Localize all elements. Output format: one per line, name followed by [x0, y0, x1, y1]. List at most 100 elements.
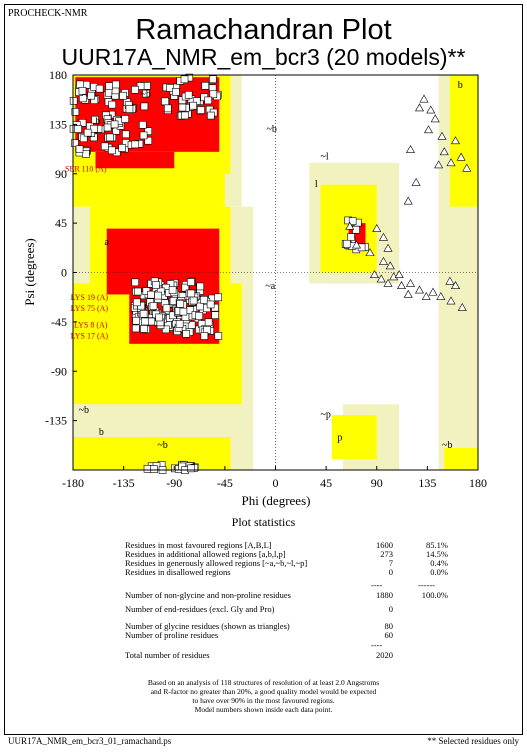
y-tick-label: -135 — [45, 414, 67, 428]
residue-box — [206, 300, 215, 309]
glycine-triangle — [456, 152, 466, 161]
residue-box — [103, 123, 112, 132]
stat-percent: 0.4% — [430, 558, 448, 568]
residue-box — [110, 120, 119, 129]
residue-box — [91, 115, 99, 124]
region-most-favoured — [95, 151, 175, 169]
stat-count: 80 — [384, 621, 394, 631]
residue-box — [168, 286, 177, 295]
glycine-triangle — [394, 270, 404, 278]
x-tick-label: 135 — [418, 476, 436, 490]
glycine-triangle — [378, 256, 389, 265]
residue-box — [214, 332, 223, 340]
glycine-triangle — [428, 287, 438, 296]
residue-box — [181, 111, 189, 120]
glycine-triangle — [426, 105, 436, 114]
region-label: ~b — [141, 89, 151, 100]
residue-box — [143, 465, 152, 473]
region-additional-allowed — [331, 415, 377, 460]
residue-box — [197, 106, 205, 114]
note-line: Based on an analysis of 118 structures o… — [147, 678, 380, 687]
glycine-triangle — [421, 292, 431, 300]
x-tick-label: 90 — [371, 476, 383, 490]
residue-box — [147, 290, 155, 299]
region-label: ~p — [321, 409, 331, 420]
residue-box — [172, 88, 180, 96]
residue-box — [131, 85, 139, 94]
residue-box — [201, 81, 210, 90]
residue-box — [187, 278, 195, 286]
residue-box — [119, 91, 127, 100]
residue-box — [211, 311, 219, 319]
region-label: ~b — [267, 124, 277, 135]
residue-box — [162, 325, 170, 334]
stat-label: Residues in most favoured regions [A,B,L… — [125, 540, 272, 550]
stat-count: 7 — [388, 558, 393, 568]
y-tick-label: 45 — [55, 216, 67, 230]
glycine-triangle — [450, 136, 461, 145]
footer-note: ** Selected residues only — [427, 736, 519, 746]
residue-box — [125, 105, 134, 113]
stat-count: 0 — [388, 604, 393, 614]
stat-label: Number of non-glycine and non-proline re… — [125, 590, 291, 600]
residue-box — [150, 465, 158, 473]
residue-box — [138, 121, 147, 129]
region-label: b — [96, 116, 101, 127]
residue-box — [71, 108, 80, 116]
residue-box — [196, 282, 205, 291]
residue-box — [131, 278, 139, 287]
residue-box — [122, 130, 130, 139]
glycine-triangle — [383, 243, 393, 252]
highlighted-residue-label: SER 110 (A) — [65, 165, 107, 174]
y-tick-label: -45 — [51, 315, 67, 329]
stat-percent: 100.0% — [421, 590, 448, 600]
residue-box — [200, 332, 209, 340]
glycine-triangle — [436, 292, 446, 300]
stat-rule: ---- — [371, 580, 383, 590]
stat-percent: 0.0% — [430, 567, 448, 577]
residue-box — [181, 283, 190, 292]
glycine-triangle — [414, 285, 425, 294]
residue-box — [69, 97, 78, 105]
residue-box — [74, 125, 82, 133]
x-tick-label: 180 — [469, 476, 487, 490]
glycine-triangle — [414, 103, 425, 112]
stat-count: 273 — [380, 549, 393, 559]
residue-box — [149, 302, 158, 310]
glycine-triangle — [445, 276, 455, 285]
highlighted-residue-label: LYS 17 (A) — [71, 331, 109, 340]
y-axis-label: Psi (degrees) — [22, 238, 37, 306]
glycine-triangle — [423, 125, 434, 134]
region-labels: b b ~b ~b ~l l a ~a ~b b ~b ~p p ~b — [79, 80, 463, 451]
region-label: ~b — [157, 440, 167, 451]
residue-box — [106, 133, 114, 142]
glycine-triangle — [403, 289, 413, 298]
stat-count: 2020 — [376, 650, 393, 660]
residue-box — [132, 316, 140, 325]
program-name: PROCHECK-NMR — [8, 8, 88, 19]
residue-box — [108, 100, 116, 109]
residue-box — [100, 142, 109, 151]
residue-box — [112, 80, 120, 89]
residue-box — [347, 233, 355, 241]
highlighted-residue-label: LYS 19 (A) — [71, 293, 109, 302]
stat-count: 1880 — [376, 590, 393, 600]
region-label: a — [105, 237, 110, 248]
region-map — [73, 75, 478, 470]
residue-box — [189, 101, 197, 110]
axis-ticks: -180 -135 -90 -45 0 45 90 135 180 180 135 90 45 0 -45 -… — [45, 68, 487, 490]
residue-box — [139, 131, 148, 140]
residue-box — [87, 91, 95, 100]
residue-box — [196, 302, 204, 311]
residue-box — [152, 281, 160, 289]
stat-count: 60 — [384, 630, 394, 640]
residue-box — [207, 111, 215, 120]
y-tick-label: -90 — [51, 364, 67, 378]
y-tick-label: 0 — [61, 266, 67, 280]
stat-label: Residues in disallowed regions — [125, 567, 231, 577]
residue-box — [147, 317, 156, 326]
glycine-triangle — [405, 145, 416, 153]
residue-box — [155, 313, 163, 322]
stat-rule: ---- — [371, 640, 383, 650]
y-tick-label: 135 — [49, 117, 67, 131]
